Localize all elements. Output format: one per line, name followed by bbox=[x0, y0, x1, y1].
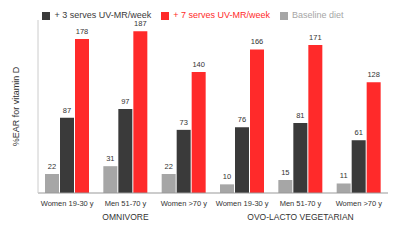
svg-text:Women >70 y: Women >70 y bbox=[161, 199, 208, 208]
svg-text:128: 128 bbox=[367, 70, 380, 79]
svg-text:166: 166 bbox=[251, 37, 264, 46]
svg-text:140: 140 bbox=[192, 60, 205, 69]
html-text:+ 7 serves UV-MR/week: + 7 serves UV-MR/week bbox=[173, 10, 270, 20]
svg-text:97: 97 bbox=[121, 97, 129, 106]
svg-text:81: 81 bbox=[296, 111, 304, 120]
svg-text:11: 11 bbox=[340, 171, 348, 180]
svg-text:%EAR for vitamin D: %EAR for vitamin D bbox=[11, 66, 21, 146]
svg-text:73: 73 bbox=[179, 118, 187, 127]
svg-text:187: 187 bbox=[134, 19, 147, 28]
svg-text:10: 10 bbox=[223, 172, 231, 181]
svg-text:76: 76 bbox=[238, 115, 246, 124]
svg-text:22: 22 bbox=[48, 162, 56, 171]
svg-text:15: 15 bbox=[281, 168, 289, 177]
html-text:+ 3 serves UV-MR/week: + 3 serves UV-MR/week bbox=[54, 10, 152, 20]
svg-text:Women 19-30 y: Women 19-30 y bbox=[216, 199, 269, 208]
svg-text:31: 31 bbox=[106, 154, 114, 163]
html-text:Baseline diet: Baseline diet bbox=[292, 10, 344, 20]
html-text:OMNIVORE: OMNIVORE bbox=[102, 212, 149, 222]
html-text:OVO-LACTO VEGETARIAN: OVO-LACTO VEGETARIAN bbox=[247, 212, 354, 222]
svg-text:178: 178 bbox=[76, 27, 89, 36]
svg-text:87: 87 bbox=[63, 106, 71, 115]
svg-text:Women >70 y: Women >70 y bbox=[336, 199, 383, 208]
svg-text:Women 19-30 y: Women 19-30 y bbox=[41, 199, 94, 208]
svg-text:Men 51-70 y: Men 51-70 y bbox=[280, 199, 322, 208]
svg-text:171: 171 bbox=[309, 33, 322, 42]
svg-text:Men 51-70 y: Men 51-70 y bbox=[105, 199, 147, 208]
svg-text:22: 22 bbox=[164, 162, 172, 171]
svg-text:61: 61 bbox=[354, 128, 362, 137]
